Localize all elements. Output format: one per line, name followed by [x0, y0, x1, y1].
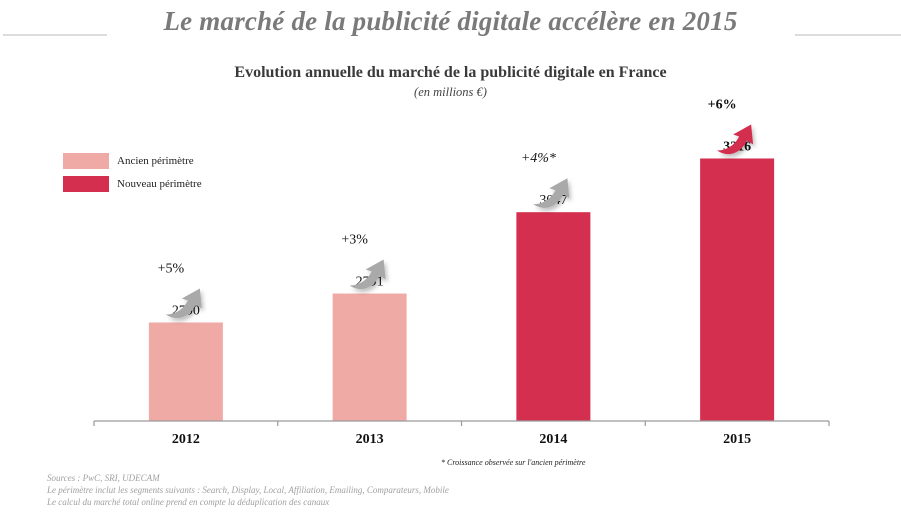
legend-swatch-nouveau	[63, 176, 109, 192]
legend-swatch-ancien	[63, 153, 109, 169]
x-tick-label: 2012	[172, 432, 200, 447]
perimeter-note: Le périmètre inclut les segments suivant…	[47, 485, 449, 495]
page-title: Le marché de la publicité digitale accél…	[163, 6, 738, 36]
growth-label: +4%*	[521, 151, 556, 166]
growth-arrow-icon	[533, 178, 570, 208]
dedup-note: Le calcul du marché total online prend e…	[47, 497, 330, 507]
bar-2012	[148, 322, 223, 421]
growth-arrow-icon	[717, 124, 754, 155]
x-tick-label: 2013	[356, 432, 384, 447]
chart-subtitle: (en millions €)	[414, 85, 487, 99]
sources-note: Sources : PwC, SRI, UDECAM	[47, 473, 160, 483]
growth-label: +5%	[158, 261, 185, 276]
bar-2013	[332, 293, 407, 421]
chart-title: Evolution annuelle du marché de la publi…	[234, 64, 667, 81]
x-tick-label: 2014	[539, 432, 567, 447]
bar-2015	[700, 158, 775, 422]
bar-2014	[516, 212, 591, 421]
header-divider-right	[795, 34, 901, 36]
growth-arrow-icon	[165, 288, 202, 319]
legend-label-ancien: Ancien périmètre	[117, 155, 194, 167]
growth-footnote: * Croissance observée sur l'ancien périm…	[441, 458, 586, 467]
growth-label: +6%	[708, 97, 737, 112]
header-divider-left	[3, 34, 107, 36]
growth-label: +3%	[341, 233, 368, 248]
growth-arrow-icon	[349, 259, 386, 290]
x-tick-label: 2015	[723, 432, 751, 447]
legend-label-nouveau: Nouveau périmètre	[117, 178, 202, 190]
legend-item-ancien: Ancien périmètre	[63, 153, 194, 169]
legend-item-nouveau: Nouveau périmètre	[63, 176, 202, 192]
